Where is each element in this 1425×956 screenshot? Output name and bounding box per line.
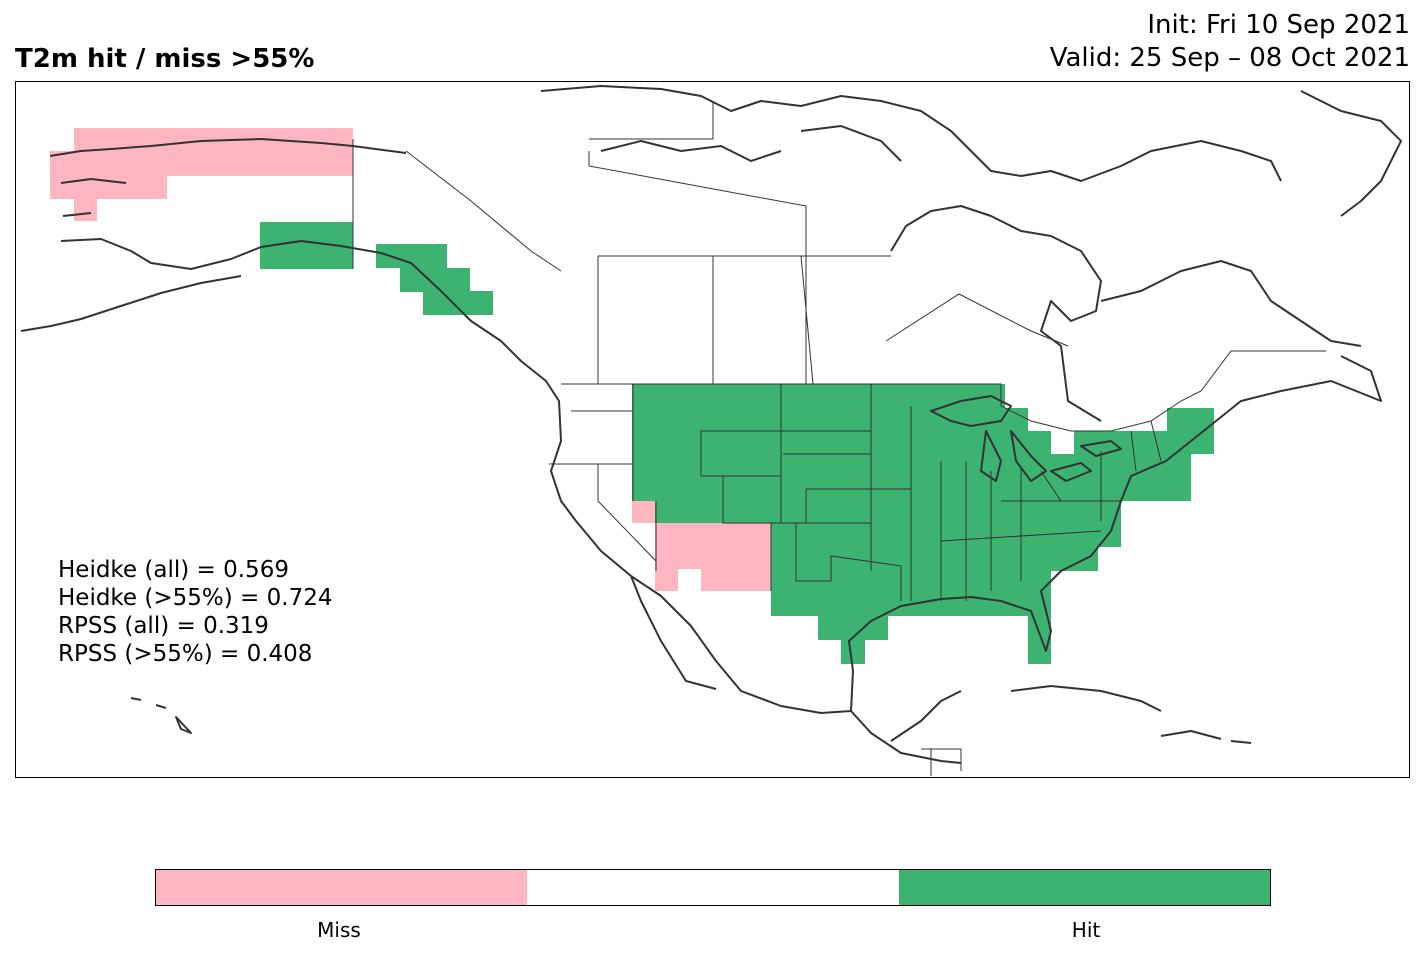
colorbar xyxy=(155,869,1271,906)
coastlines xyxy=(20,85,1402,764)
map-canvas xyxy=(20,85,1402,776)
colorbar-miss-swatch xyxy=(156,870,528,905)
pacific-coast xyxy=(20,138,962,764)
colorbar-hit-swatch xyxy=(898,870,1270,905)
us-canada-border xyxy=(352,139,1326,432)
map-title: T2m hit / miss >55% xyxy=(15,44,315,74)
hit-cell xyxy=(771,547,1098,571)
hit-cell xyxy=(1167,408,1214,454)
hit-cell xyxy=(841,640,865,664)
rpss-all-score: RPSS (all) = 0.319 xyxy=(58,613,269,639)
hit-cell xyxy=(655,501,1121,523)
miss-cell xyxy=(701,569,771,591)
miss-cell xyxy=(632,501,655,523)
gulf-and-atlantic-coast xyxy=(848,355,1382,742)
caribbean-islands xyxy=(1010,685,1252,744)
borders xyxy=(352,101,1326,776)
init-date: Init: Fri 10 Sep 2021 xyxy=(1147,10,1410,40)
hit-cells xyxy=(260,222,1214,664)
rpss-55-score: RPSS (>55%) = 0.408 xyxy=(58,641,313,667)
hit-cell xyxy=(632,408,655,454)
hit-cell xyxy=(888,593,1051,616)
hit-cell xyxy=(771,593,888,616)
colorbar-hit-label: Hit xyxy=(1071,918,1101,942)
hit-cell xyxy=(771,523,1121,547)
arctic-islands xyxy=(540,85,1402,217)
great-lakes xyxy=(930,395,1122,482)
miss-cells xyxy=(50,128,771,591)
hawaii-islands xyxy=(130,697,192,734)
miss-cell xyxy=(655,569,678,591)
hit-cell xyxy=(1028,431,1051,454)
skill-scores: Heidke (all) = 0.569 Heidke (>55%) = 0.7… xyxy=(58,556,332,668)
hudson-bay-coast xyxy=(890,205,1102,422)
colorbar-neutral-swatch xyxy=(527,870,899,905)
hit-cell xyxy=(1028,616,1051,664)
hit-cell xyxy=(400,268,470,292)
hit-cell xyxy=(632,384,1005,408)
heidke-55-score: Heidke (>55%) = 0.724 xyxy=(58,585,333,611)
map-frame xyxy=(15,81,1410,778)
heidke-all-score: Heidke (all) = 0.569 xyxy=(58,557,289,583)
miss-cell xyxy=(655,523,771,569)
miss-cell xyxy=(74,199,97,221)
hit-cell xyxy=(818,616,888,640)
hit-cell xyxy=(423,291,493,315)
colorbar-miss-label: Miss xyxy=(317,918,361,942)
labrador-coast xyxy=(1100,260,1362,347)
canada-provinces xyxy=(588,101,1069,385)
miss-cell xyxy=(50,151,167,199)
valid-period: Valid: 25 Sep – 08 Oct 2021 xyxy=(1049,43,1410,73)
us-states xyxy=(549,384,1162,776)
